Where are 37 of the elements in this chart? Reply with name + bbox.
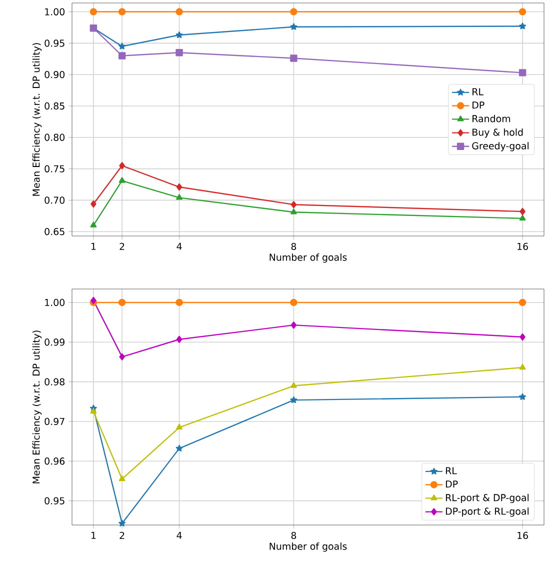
legend-label: Random [472,114,510,122]
x-axis-title: Number of goals [270,254,347,263]
y-tick-label: 0.90 [44,71,65,78]
y-tick-label: 0.96 [44,458,65,465]
x-axis-title: Number of goals [270,542,347,552]
legend-label: Buy & hold [472,128,523,138]
y-tick-label: 0.65 [44,228,64,236]
legend-label: DP [446,480,458,488]
y-tick-label: 0.75 [44,165,64,172]
y-tick-label: 1.00 [45,8,65,16]
x-tick-label: 8 [291,242,296,250]
x-tick-label: 1 [91,532,96,539]
y-axis-title: Mean Efficiency (w.r.t. DP utility) [32,330,42,484]
x-tick-label: 2 [120,532,124,539]
y-tick-label: 0.99 [44,338,64,346]
y-axis-title: Mean Efficiency (w.r.t. DP utility) [32,43,42,196]
y-tick-label: 0.97 [44,418,64,426]
legend-label: DP [472,102,484,108]
legend-label: DP-port & RL-goal [446,507,529,517]
y-tick-label: 0.95 [44,497,64,504]
y-tick-label: 0.98 [44,378,64,386]
y-tick-label: 0.85 [44,102,64,110]
legend-label: RL [472,88,484,96]
legend-label: RL-port & DP-goal [446,494,529,504]
legend-label: RL [446,467,457,474]
x-tick-label: 1 [91,242,96,250]
y-tick-label: 0.95 [44,40,64,47]
y-tick-label: 1.00 [45,298,65,306]
y-tick-label: 0.80 [44,134,65,141]
x-tick-label: 4 [176,532,182,539]
x-tick-label: 16 [518,242,528,250]
x-tick-label: 2 [120,242,124,250]
y-tick-label: 0.70 [44,196,65,204]
x-tick-label: 4 [176,242,182,250]
legend-label: Greedy-goal [472,142,529,152]
x-tick-label: 8 [291,532,296,540]
x-tick-label: 16 [518,532,528,540]
